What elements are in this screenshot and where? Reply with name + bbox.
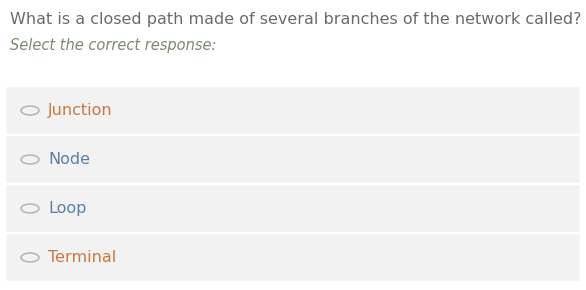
Text: Junction: Junction — [48, 103, 113, 118]
Circle shape — [21, 204, 39, 213]
Text: What is a closed path made of several branches of the network called?: What is a closed path made of several br… — [10, 12, 581, 27]
Text: Loop: Loop — [48, 201, 86, 216]
FancyBboxPatch shape — [6, 185, 580, 232]
Circle shape — [21, 106, 39, 115]
Text: Select the correct response:: Select the correct response: — [10, 38, 216, 53]
Circle shape — [21, 253, 39, 262]
FancyBboxPatch shape — [6, 234, 580, 281]
FancyBboxPatch shape — [6, 136, 580, 183]
Circle shape — [21, 155, 39, 164]
Text: Terminal: Terminal — [48, 250, 116, 265]
Text: Node: Node — [48, 152, 90, 167]
FancyBboxPatch shape — [6, 87, 580, 134]
